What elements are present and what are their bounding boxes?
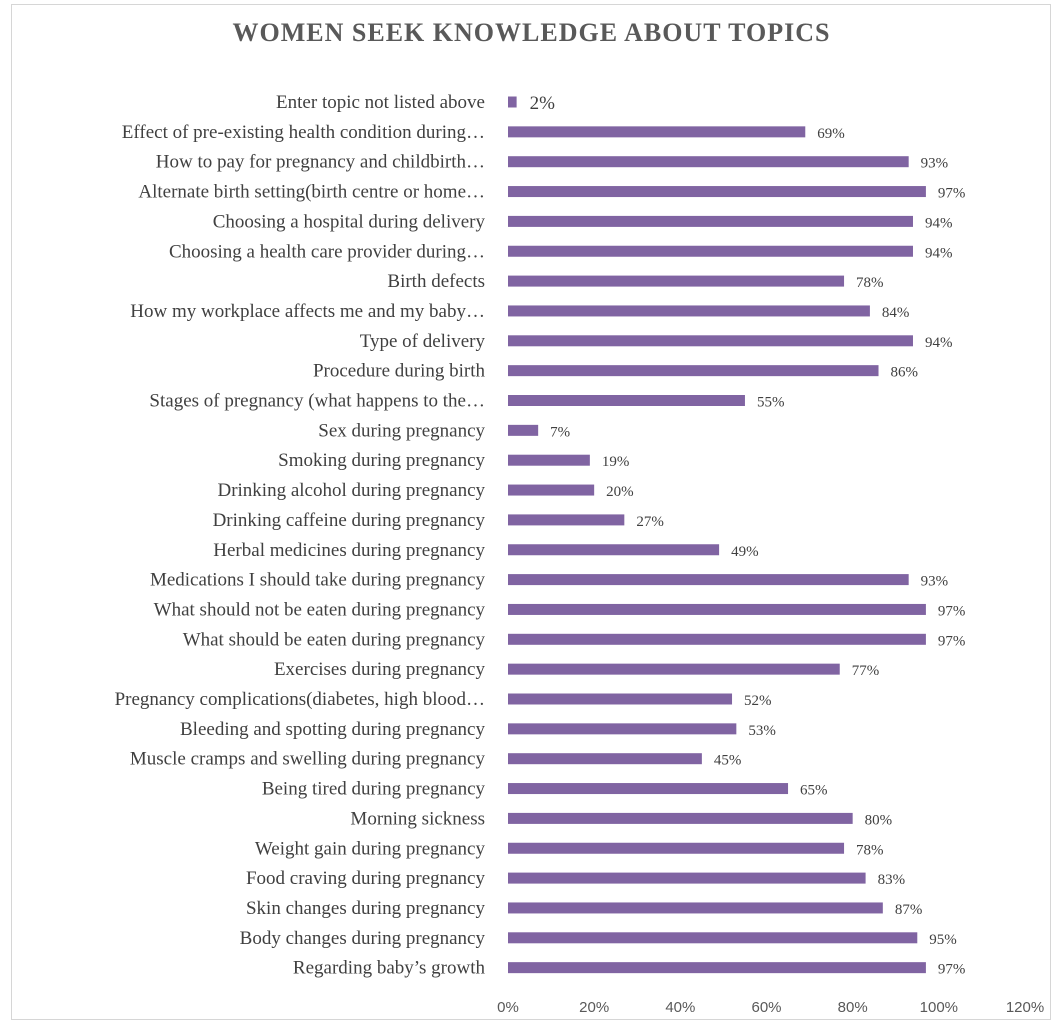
category-label: Body changes during pregnancy bbox=[240, 928, 486, 949]
category-label: Birth defects bbox=[387, 271, 485, 292]
data-label: 49% bbox=[731, 544, 759, 560]
bar bbox=[508, 603, 926, 615]
category-label: Choosing a health care provider during… bbox=[169, 241, 485, 262]
bar bbox=[508, 574, 909, 586]
bar bbox=[508, 693, 733, 705]
data-label: 2% bbox=[530, 93, 556, 114]
category-label: Smoking during pregnancy bbox=[278, 450, 485, 471]
category-label: Morning sickness bbox=[350, 808, 485, 829]
data-label: 7% bbox=[550, 424, 570, 440]
category-label: Effect of pre-existing health condition … bbox=[122, 122, 485, 143]
bar bbox=[508, 335, 913, 347]
category-label: How my workplace affects me and my baby… bbox=[130, 301, 485, 322]
bar bbox=[508, 872, 866, 884]
data-label: 97% bbox=[938, 633, 966, 649]
data-label: 84% bbox=[882, 305, 910, 321]
bar bbox=[508, 245, 913, 257]
x-tick-label: 100% bbox=[920, 999, 958, 1016]
bar bbox=[508, 275, 845, 287]
chart-title: WOMEN SEEK KNOWLEDGE ABOUT TOPICS bbox=[232, 18, 831, 47]
data-label: 27% bbox=[636, 514, 664, 530]
category-label: Enter topic not listed above bbox=[276, 92, 485, 113]
bar bbox=[508, 544, 720, 556]
data-label: 86% bbox=[891, 365, 919, 381]
bar bbox=[508, 514, 625, 526]
data-label: 78% bbox=[856, 842, 884, 858]
bar bbox=[508, 932, 918, 944]
category-label: Being tired during pregnancy bbox=[262, 779, 486, 800]
data-label: 97% bbox=[938, 603, 966, 619]
category-label: Bleeding and spotting during pregnancy bbox=[180, 719, 485, 740]
data-label: 95% bbox=[929, 932, 957, 948]
x-tick-label: 80% bbox=[838, 999, 868, 1016]
data-label: 94% bbox=[925, 245, 953, 261]
bar bbox=[508, 902, 883, 914]
category-label: What should be eaten during pregnancy bbox=[183, 629, 486, 650]
bar bbox=[508, 962, 926, 974]
data-label: 80% bbox=[865, 812, 893, 828]
x-tick-label: 40% bbox=[665, 999, 695, 1016]
data-label: 93% bbox=[921, 156, 949, 172]
bar bbox=[508, 156, 909, 168]
bar bbox=[508, 812, 853, 824]
category-label: Skin changes during pregnancy bbox=[246, 898, 486, 919]
category-label: Drinking caffeine during pregnancy bbox=[213, 510, 486, 531]
bar bbox=[508, 395, 745, 406]
x-tick-label: 120% bbox=[1006, 999, 1044, 1016]
data-label: 93% bbox=[921, 574, 949, 590]
category-label: Drinking alcohol during pregnancy bbox=[217, 480, 485, 501]
data-label: 52% bbox=[744, 693, 772, 709]
bar bbox=[508, 633, 926, 645]
data-label: 19% bbox=[602, 454, 630, 470]
bar bbox=[508, 663, 840, 675]
data-label: 83% bbox=[878, 872, 906, 888]
category-label: Food craving during pregnancy bbox=[246, 868, 486, 889]
data-label: 97% bbox=[938, 186, 966, 202]
x-tick-label: 60% bbox=[751, 999, 781, 1016]
category-label: Sex during pregnancy bbox=[318, 420, 485, 441]
data-label: 69% bbox=[817, 126, 845, 142]
category-label: Procedure during birth bbox=[313, 361, 486, 382]
bar bbox=[508, 424, 539, 436]
bar bbox=[508, 96, 517, 108]
category-label: Exercises during pregnancy bbox=[274, 659, 486, 680]
bar bbox=[508, 783, 789, 795]
category-label: Pregnancy complications(diabetes, high b… bbox=[115, 689, 485, 710]
category-label: Alternate birth setting(birth centre or … bbox=[138, 182, 485, 203]
data-label: 20% bbox=[606, 484, 634, 500]
category-label: Regarding baby’s growth bbox=[293, 958, 486, 979]
bar bbox=[508, 753, 702, 765]
category-label: Type of delivery bbox=[360, 331, 486, 352]
category-label: Choosing a hospital during delivery bbox=[213, 211, 486, 232]
bar bbox=[508, 723, 737, 735]
data-label: 53% bbox=[748, 723, 776, 739]
bar bbox=[508, 305, 870, 317]
bar bbox=[508, 484, 595, 496]
data-label: 78% bbox=[856, 275, 884, 291]
bar bbox=[508, 842, 845, 854]
bar bbox=[508, 365, 879, 377]
category-label: Medications I should take during pregnan… bbox=[150, 570, 486, 591]
bar bbox=[508, 126, 806, 138]
category-label: Stages of pregnancy (what happens to the… bbox=[149, 391, 485, 412]
category-label: Muscle cramps and swelling during pregna… bbox=[130, 749, 486, 770]
data-label: 97% bbox=[938, 962, 966, 978]
category-label: What should not be eaten during pregnanc… bbox=[154, 599, 486, 620]
x-tick-label: 0% bbox=[497, 999, 519, 1016]
category-label: Weight gain during pregnancy bbox=[255, 838, 486, 859]
category-label: How to pay for pregnancy and childbirth… bbox=[156, 152, 485, 173]
data-label: 94% bbox=[925, 335, 953, 351]
data-label: 45% bbox=[714, 753, 742, 769]
data-label: 94% bbox=[925, 215, 953, 231]
bar bbox=[508, 215, 913, 227]
data-label: 55% bbox=[757, 395, 785, 411]
category-label: Herbal medicines during pregnancy bbox=[213, 540, 485, 561]
data-label: 77% bbox=[852, 663, 880, 679]
data-label: 65% bbox=[800, 783, 828, 799]
x-tick-label: 20% bbox=[579, 999, 609, 1016]
data-label: 87% bbox=[895, 902, 923, 918]
bar bbox=[508, 186, 926, 198]
bar bbox=[508, 454, 590, 466]
